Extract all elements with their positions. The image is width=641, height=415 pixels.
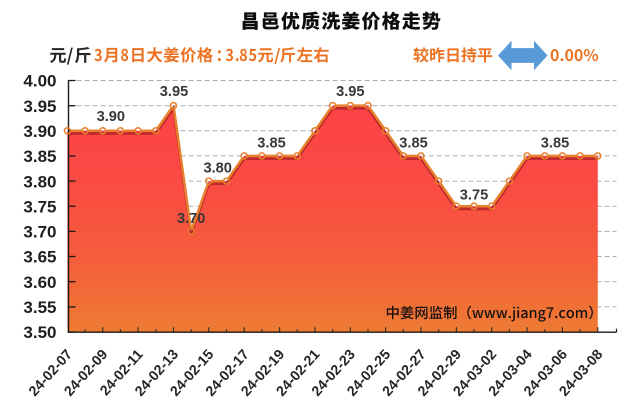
svg-text:3.65: 3.65 bbox=[23, 248, 56, 267]
svg-text:3.80: 3.80 bbox=[203, 161, 231, 177]
svg-text:3.85: 3.85 bbox=[399, 136, 427, 152]
svg-text:3.70: 3.70 bbox=[23, 223, 56, 242]
svg-text:3.95: 3.95 bbox=[23, 97, 56, 116]
svg-text:3.75: 3.75 bbox=[23, 197, 56, 216]
svg-text:3.95: 3.95 bbox=[160, 84, 188, 100]
svg-text:3.70: 3.70 bbox=[177, 211, 205, 227]
svg-text:3.50: 3.50 bbox=[23, 323, 56, 342]
svg-text:3.85: 3.85 bbox=[541, 136, 569, 152]
svg-text:3.75: 3.75 bbox=[460, 187, 488, 203]
svg-text:3.80: 3.80 bbox=[23, 172, 56, 191]
svg-text:4.00: 4.00 bbox=[23, 72, 56, 91]
svg-text:3.90: 3.90 bbox=[97, 109, 125, 125]
svg-text:3.60: 3.60 bbox=[23, 273, 56, 292]
svg-text:3.85: 3.85 bbox=[23, 147, 56, 166]
svg-text:3.95: 3.95 bbox=[336, 84, 364, 100]
svg-text:3.85: 3.85 bbox=[257, 136, 285, 152]
svg-text:3.90: 3.90 bbox=[23, 122, 56, 141]
svg-text:3.55: 3.55 bbox=[23, 298, 56, 317]
